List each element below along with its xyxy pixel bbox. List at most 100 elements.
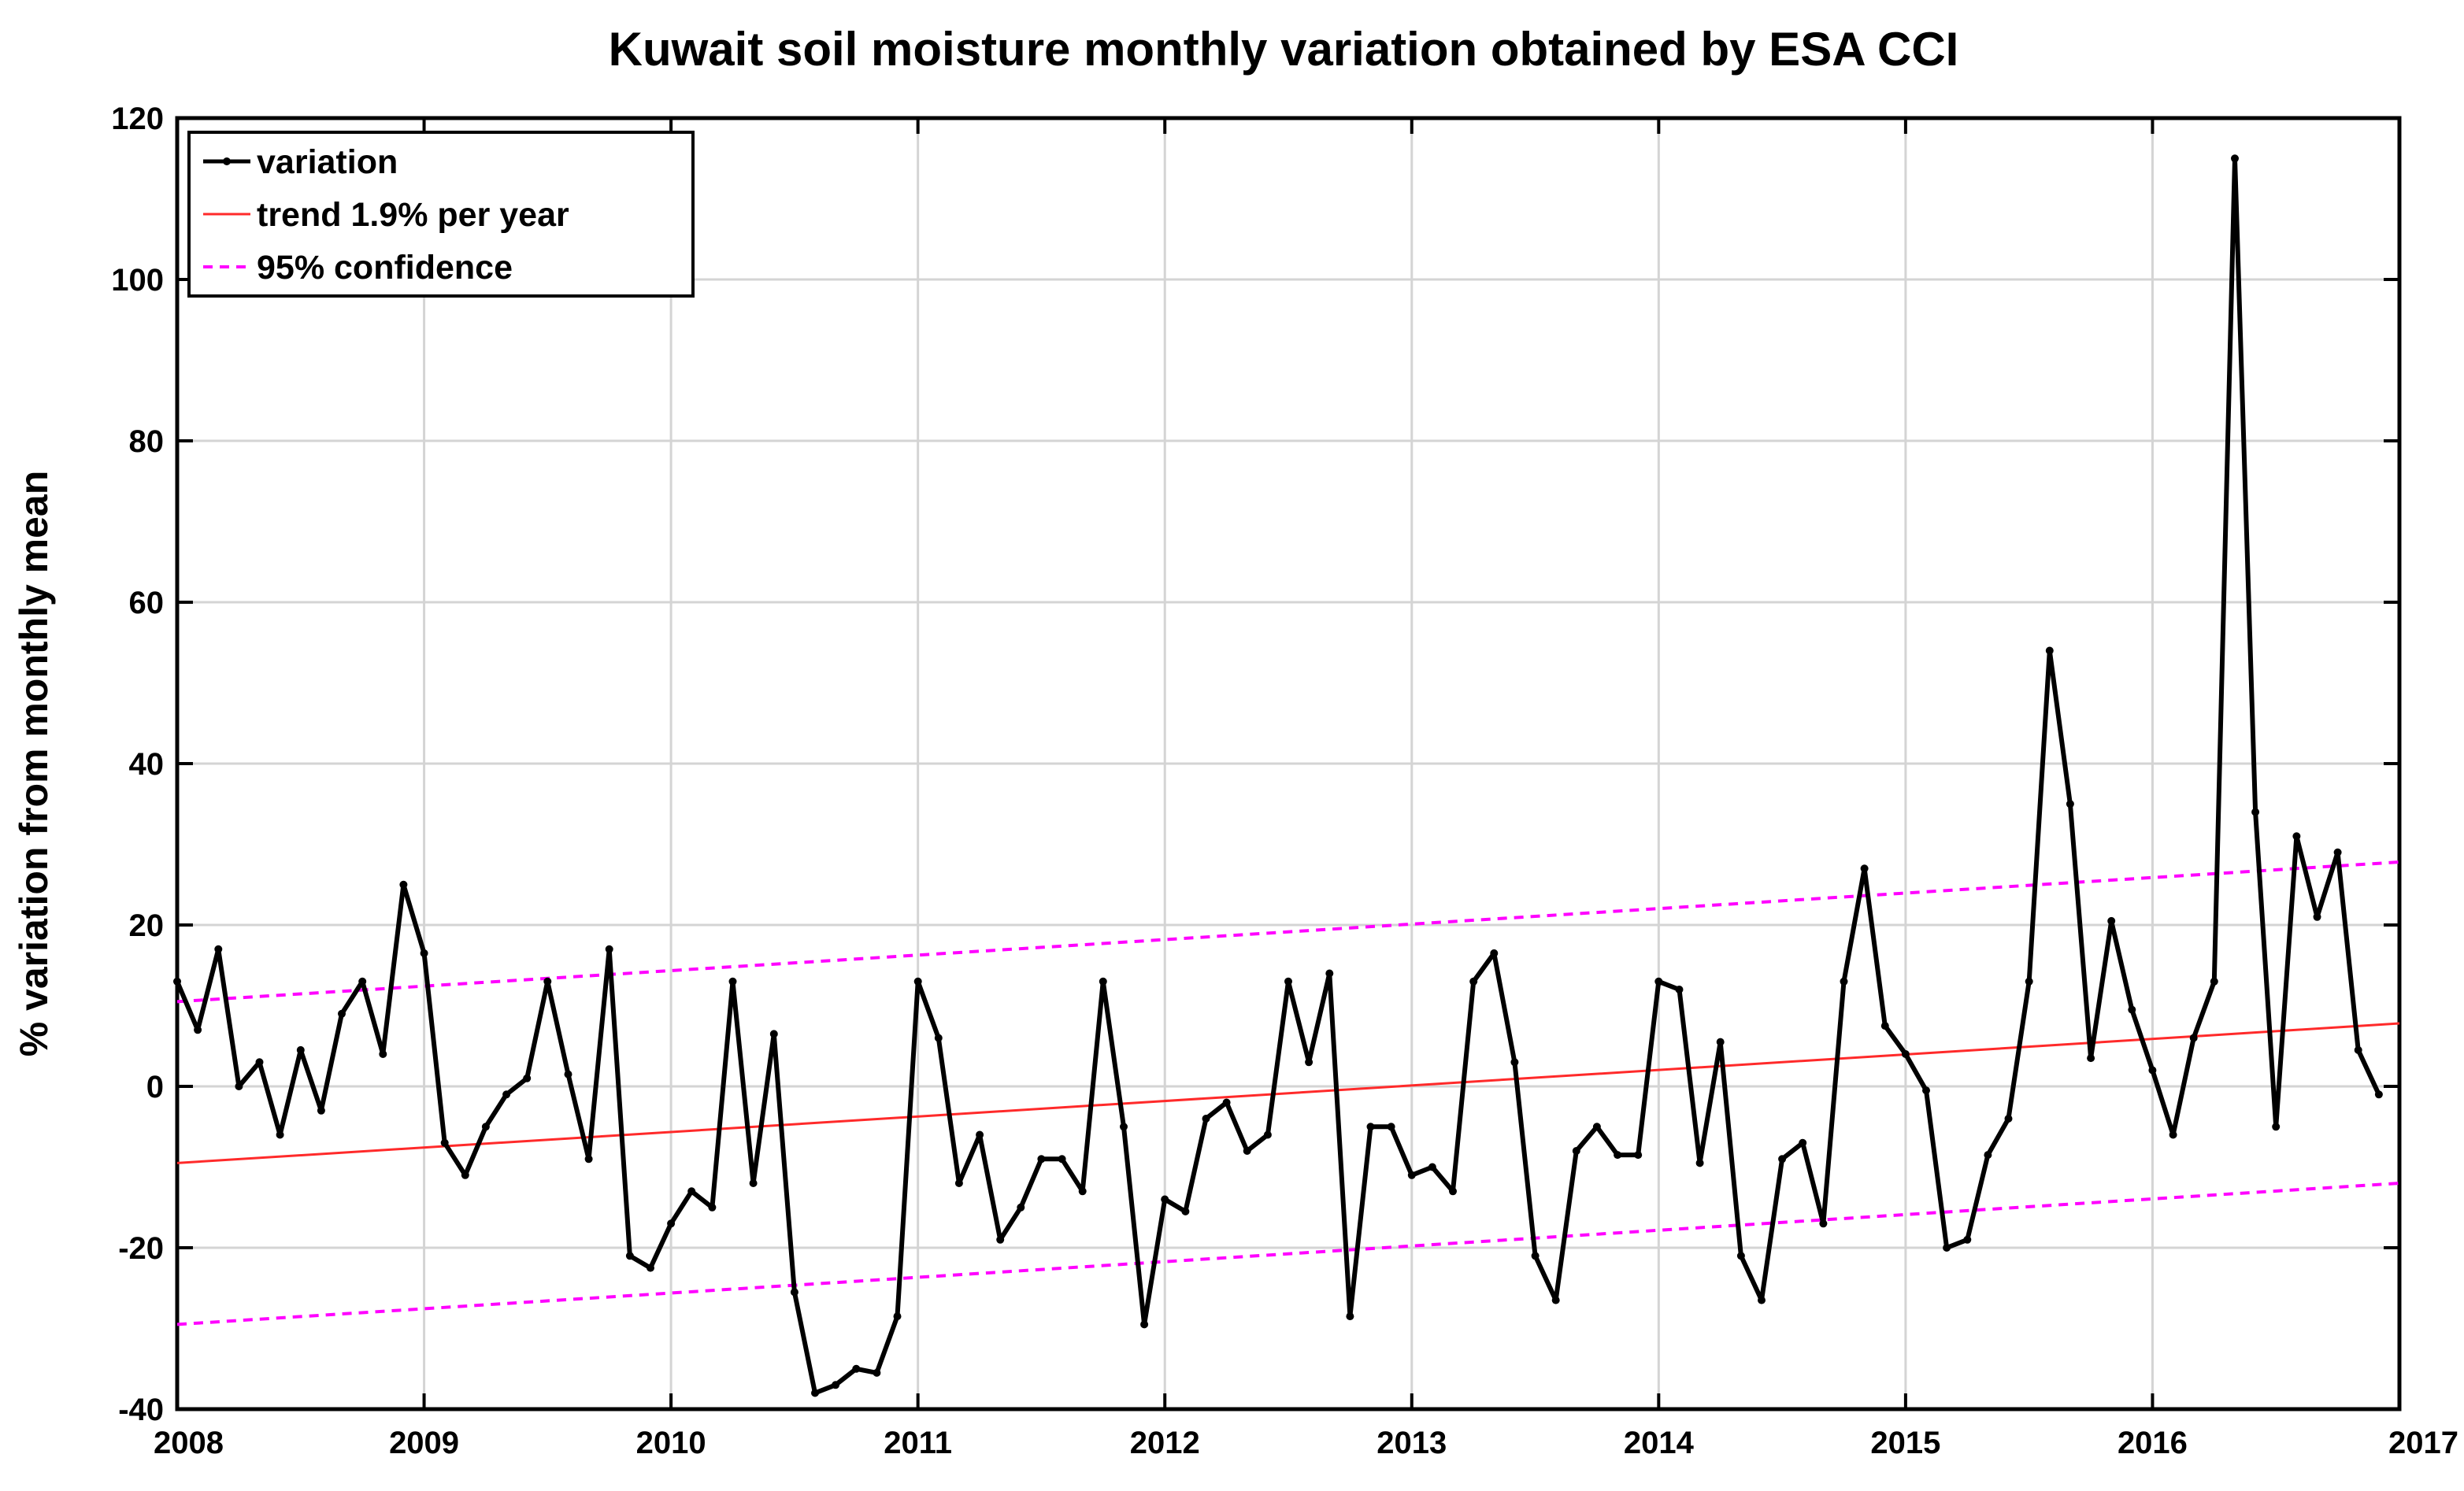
variation-point: [893, 1312, 902, 1321]
variation-point: [481, 1123, 490, 1131]
variation-point: [1819, 1219, 1828, 1228]
trend-line: [176, 1022, 2400, 1164]
y-tick-label: -40: [118, 1393, 164, 1427]
variation-point: [1572, 1147, 1580, 1155]
variation-point: [832, 1381, 840, 1389]
variation-point: [1490, 949, 1499, 957]
variation-point: [687, 1187, 696, 1196]
variation-point: [1325, 969, 1334, 978]
variation-point: [1531, 1252, 1540, 1260]
chart-title: Kuwait soil moisture monthly variation o…: [609, 23, 1959, 76]
variation-point: [1510, 1058, 1519, 1067]
variation-point: [194, 1026, 202, 1034]
variation-point: [502, 1090, 511, 1099]
variation-point: [2025, 977, 2033, 986]
y-axis-label: % variation from monthly mean: [12, 471, 56, 1057]
variation-point: [1161, 1195, 1169, 1204]
variation-point: [2148, 1066, 2157, 1075]
variation-point: [317, 1106, 325, 1115]
variation-point: [1922, 1086, 1930, 1095]
variation-point: [1469, 977, 1478, 986]
variation-point: [1222, 1098, 1231, 1107]
variation-series: [173, 154, 2383, 1397]
variation-point: [1263, 1130, 1272, 1139]
variation-point: [1243, 1147, 1251, 1155]
variation-point: [1428, 1163, 1436, 1171]
variation-point: [235, 1082, 243, 1090]
variation-point: [1037, 1155, 1046, 1164]
variation-point: [1305, 1058, 1314, 1067]
legend-label-variation: variation: [257, 143, 398, 181]
x-tick-label: 2015: [1870, 1426, 1940, 1460]
variation-point: [2272, 1123, 2281, 1131]
variation-line: [175, 156, 2381, 1396]
variation-point: [2313, 912, 2321, 921]
variation-point: [996, 1235, 1005, 1244]
variation-point: [1943, 1244, 1951, 1252]
variation-point: [2231, 154, 2239, 163]
variation-point: [976, 1130, 984, 1139]
legend-label-confidence: 95% confidence: [257, 249, 513, 287]
x-tick-label: 2016: [2118, 1426, 2188, 1460]
variation-point: [1058, 1155, 1066, 1164]
variation-point: [1346, 1312, 1354, 1321]
variation-point: [2189, 1034, 2198, 1042]
variation-point: [420, 949, 428, 957]
y-tick-label: 60: [129, 586, 165, 620]
variation-point: [461, 1171, 469, 1179]
x-tick-label: 2014: [1624, 1426, 1695, 1460]
variation-point: [1592, 1123, 1601, 1131]
variation-point: [1963, 1235, 1972, 1244]
variation-point: [523, 1074, 532, 1082]
variation-point: [728, 977, 737, 986]
y-tick-label: 80: [129, 424, 165, 459]
variation-point: [214, 945, 223, 953]
variation-point: [625, 1252, 634, 1260]
variation-point: [2128, 1005, 2136, 1014]
variation-point: [2004, 1115, 2013, 1123]
variation-point: [584, 1155, 593, 1164]
variation-point: [1407, 1171, 1416, 1179]
variation-point: [564, 1070, 572, 1078]
variation-point: [873, 1368, 881, 1377]
variation-point: [934, 1034, 943, 1042]
variation-point: [2066, 800, 2074, 808]
variation-point: [2169, 1130, 2177, 1139]
axis-ticks: [176, 117, 2401, 1411]
variation-point: [1840, 977, 1848, 986]
variation-point: [338, 1009, 346, 1018]
x-tick-label: 2010: [636, 1426, 706, 1460]
x-tick-label: 2009: [389, 1426, 459, 1460]
variation-point: [708, 1203, 717, 1212]
legend-box: [187, 131, 695, 298]
variation-point: [2374, 1090, 2383, 1099]
variation-point: [1366, 1123, 1375, 1131]
variation-point: [913, 977, 922, 986]
variation-point: [1758, 1296, 1766, 1304]
variation-point: [1181, 1207, 1190, 1215]
confidence-line: [176, 1182, 2400, 1326]
variation-point: [1614, 1151, 1622, 1160]
variation-point: [605, 945, 613, 953]
variation-point: [667, 1219, 676, 1228]
variation-point: [276, 1130, 284, 1139]
y-tick-label: 100: [111, 263, 164, 298]
variation-point: [2210, 977, 2218, 986]
variation-point: [379, 1050, 387, 1058]
x-tick-label: 2013: [1377, 1426, 1447, 1460]
variation-point: [2292, 832, 2301, 841]
variation-point: [1901, 1050, 1910, 1058]
variation-point: [1120, 1123, 1128, 1131]
variation-point: [2045, 646, 2054, 655]
variation-point: [399, 880, 408, 889]
variation-point: [2354, 1045, 2362, 1054]
variation-point: [296, 1045, 305, 1054]
variation-point: [1654, 977, 1663, 986]
variation-point: [1099, 977, 1107, 986]
x-tick-label: 2008: [154, 1426, 224, 1460]
y-tick-label: 0: [146, 1070, 164, 1104]
variation-point: [1984, 1151, 1992, 1160]
x-tick-label: 2012: [1130, 1426, 1200, 1460]
trend-series: [176, 1022, 2400, 1164]
y-tick-label: -20: [118, 1231, 164, 1266]
